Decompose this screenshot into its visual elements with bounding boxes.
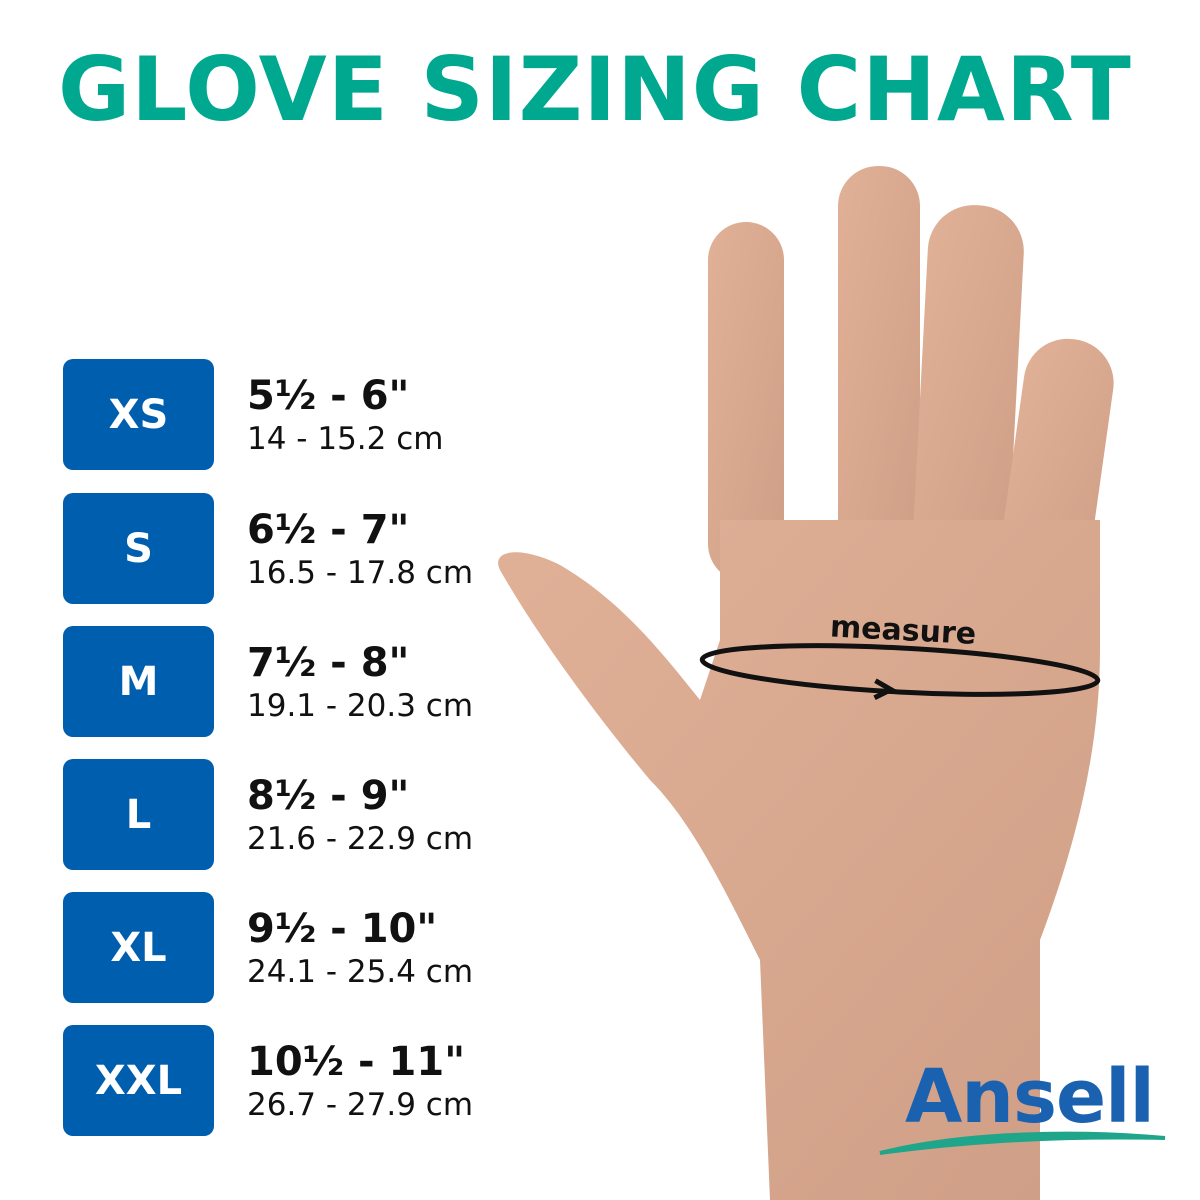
size-inches: 8½ - 9" [247, 773, 410, 819]
size-cm: 21.6 - 22.9 cm [247, 821, 474, 857]
size-inches: 9½ - 10" [247, 906, 438, 952]
page-title: GLOVE SIZING CHART [58, 38, 1132, 141]
size-cm: 24.1 - 25.4 cm [247, 954, 474, 990]
size-badge: XXL [63, 1025, 214, 1136]
size-badge: XS [63, 359, 214, 470]
size-row-m: M 7½ - 8" 19.1 - 20.3 cm [63, 626, 523, 737]
size-badge: M [63, 626, 214, 737]
size-cm: 16.5 - 17.8 cm [247, 555, 474, 591]
ansell-logo: Ansell [875, 1054, 1175, 1160]
size-cm: 19.1 - 20.3 cm [247, 688, 474, 724]
size-inches: 6½ - 7" [247, 507, 410, 553]
measure-label: measure [829, 609, 977, 652]
size-row-xxl: XXL 10½ - 11" 26.7 - 27.9 cm [63, 1025, 523, 1136]
size-row-xs: XS 5½ - 6" 14 - 15.2 cm [63, 359, 523, 470]
size-inches: 5½ - 6" [247, 373, 410, 419]
size-row-xl: XL 9½ - 10" 24.1 - 25.4 cm [63, 892, 523, 1003]
size-cm: 26.7 - 27.9 cm [247, 1087, 474, 1123]
size-row-s: S 6½ - 7" 16.5 - 17.8 cm [63, 493, 523, 604]
brand-swoosh-icon [879, 1131, 1166, 1155]
size-inches: 7½ - 8" [247, 640, 410, 686]
size-badge: L [63, 759, 214, 870]
size-badge: S [63, 493, 214, 604]
brand-name: Ansell [905, 1054, 1155, 1140]
size-cm: 14 - 15.2 cm [247, 421, 444, 457]
measure-ellipse [699, 643, 1101, 700]
size-inches: 10½ - 11" [247, 1039, 466, 1085]
size-badge: XL [63, 892, 214, 1003]
size-row-l: L 8½ - 9" 21.6 - 22.9 cm [63, 759, 523, 870]
